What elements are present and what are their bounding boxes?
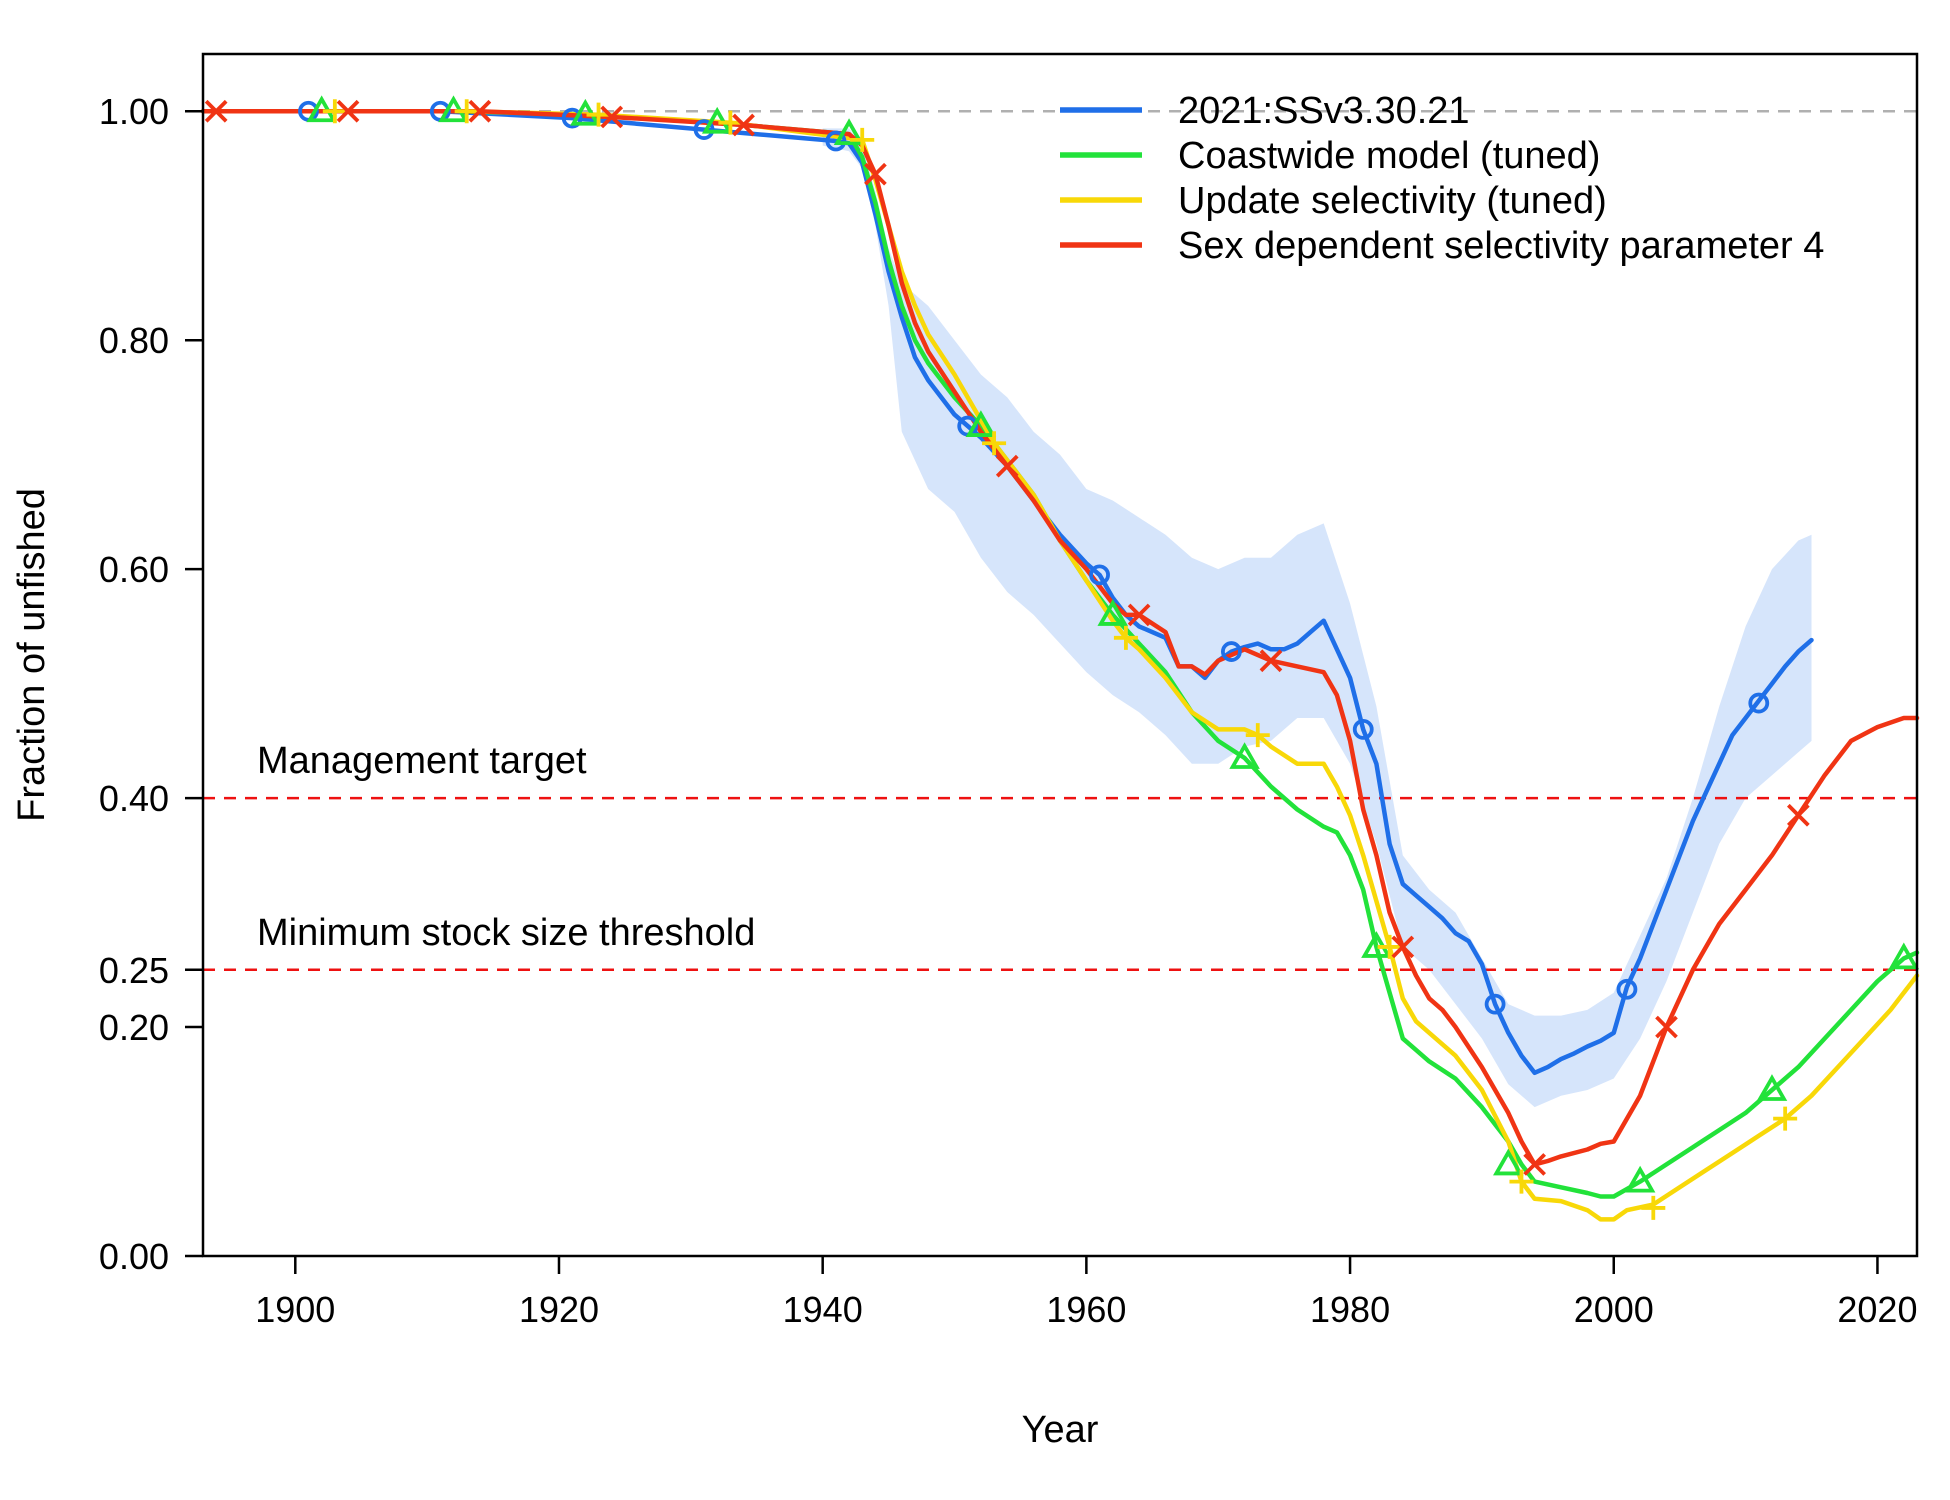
data-point-update-selectivity-tuned [322,99,347,124]
x-tick-label: 1940 [783,1289,863,1330]
data-point-coastwide-model-tuned [965,410,997,437]
data-point-update-selectivity-tuned [1773,1106,1798,1131]
legend-label-2021-ssv3-30-21: 2021:SSv3.30.21 [1178,90,1470,132]
legend-label-update-selectivity-tuned: Update selectivity (tuned) [1178,180,1607,222]
data-point-sex-dependent-selectivity-parameter-4 [204,99,228,123]
series-layer [200,108,1920,1222]
uncertainty-band-layer [822,128,1812,1108]
series-line-update-selectivity-tuned [200,108,1920,1222]
x-axis: 1900 1920 1940 1960 1980 2000 2020 [255,1256,1917,1330]
data-point-sex-dependent-selectivity-parameter-4 [1127,603,1151,627]
data-point-sex-dependent-selectivity-parameter-4 [864,162,887,186]
data-point-coastwide-model-tuned [1756,1074,1788,1101]
x-tick-label: 2020 [1837,1289,1917,1330]
data-point-2021-ssv3-30-21 [1221,641,1242,662]
data-point-update-selectivity-tuned [850,127,875,152]
x-tick-label: 1980 [1310,1289,1390,1330]
reference-label-management-target: Management target [257,740,587,782]
data-point-coastwide-model-tuned [1624,1165,1656,1193]
y-tick-label: 0.60 [99,549,169,590]
data-point-sex-dependent-selectivity-parameter-4 [995,454,1019,478]
data-point-2021-ssv3-30-21 [693,119,715,140]
series-line-2021-ssv3-30-21 [306,108,1814,1076]
data-point-sex-dependent-selectivity-parameter-4 [1391,935,1415,959]
uncertainty-band [822,128,1812,1108]
legend-label-coastwide-model-tuned: Coastwide model (tuned) [1178,135,1600,177]
y-axis: 0.00 0.20 0.25 0.40 0.60 0.80 1.00 [99,91,203,1277]
data-point-sex-dependent-selectivity-parameter-4 [1786,803,1810,827]
data-point-coastwide-model-tuned [1888,942,1920,970]
data-point-2021-ssv3-30-21 [1484,993,1506,1015]
data-point-update-selectivity-tuned [1377,934,1402,959]
data-point-2021-ssv3-30-21 [1089,564,1110,586]
reference-label-minimum-stock-size-threshold: Minimum stock size threshold [257,912,755,954]
y-tick-label: 0.40 [99,778,169,819]
data-point-update-selectivity-tuned [1509,1169,1534,1194]
data-point-coastwide-model-tuned [1097,599,1129,626]
data-point-sex-dependent-selectivity-parameter-4 [732,113,755,137]
x-tick-label: 1920 [519,1289,599,1330]
x-tick-label: 2000 [1574,1289,1654,1330]
data-point-coastwide-model-tuned [833,118,865,146]
data-point-sex-dependent-selectivity-parameter-4 [336,99,360,123]
data-point-sex-dependent-selectivity-parameter-4 [1655,1015,1678,1039]
plot-frame [201,52,1919,1258]
y-tick-label: 0.20 [99,1007,169,1048]
x-tick-label: 1960 [1046,1289,1126,1330]
data-point-2021-ssv3-30-21 [825,130,847,152]
data-point-sex-dependent-selectivity-parameter-4 [468,99,492,123]
data-point-2021-ssv3-30-21 [1352,719,1374,740]
series-line-coastwide-model-tuned [200,108,1920,1199]
data-point-2021-ssv3-30-21 [561,107,583,129]
data-point-update-selectivity-tuned [1113,625,1138,650]
y-tick-label: 1.00 [99,91,169,132]
data-point-update-selectivity-tuned [1245,723,1270,748]
data-point-update-selectivity-tuned [718,110,743,135]
data-point-sex-dependent-selectivity-parameter-4 [1259,649,1283,673]
y-tick-label: 0.80 [99,320,169,361]
data-point-2021-ssv3-30-21 [1748,692,1770,714]
data-point-update-selectivity-tuned [982,431,1007,456]
data-point-coastwide-model-tuned [1493,1148,1524,1176]
data-point-update-selectivity-tuned [1641,1195,1666,1220]
reference-lines-layer: Management target Minimum stock size thre… [203,109,1917,972]
data-point-coastwide-model-tuned [1229,742,1260,769]
data-point-sex-dependent-selectivity-parameter-4 [600,105,624,129]
data-point-2021-ssv3-30-21 [1616,978,1638,1000]
x-tick-label: 1900 [255,1289,335,1330]
y-axis-title: Fraction of unfished [11,488,53,822]
data-point-update-selectivity-tuned [454,99,479,124]
data-point-update-selectivity-tuned [586,102,611,127]
x-axis-title: Year [1022,1409,1099,1451]
y-tick-label: 0.00 [99,1236,169,1277]
markers-layer [204,95,1920,1220]
legend-label-sex-dependent-selectivity-parameter-4: Sex dependent selectivity parameter 4 [1178,225,1824,267]
data-point-sex-dependent-selectivity-parameter-4 [1523,1153,1546,1176]
y-tick-label: 0.25 [99,950,169,991]
